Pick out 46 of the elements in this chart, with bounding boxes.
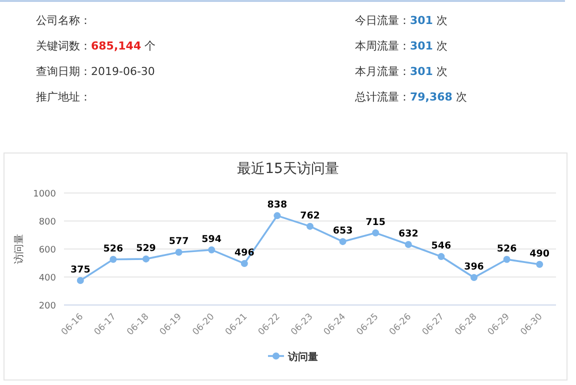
text: 关键词数：685,144 个 <box>36 40 156 52</box>
point <box>339 238 346 246</box>
data-label: 526 <box>496 243 518 254</box>
y-tick-label: 800 <box>38 218 56 228</box>
point <box>76 277 84 284</box>
y-tick-label: 600 <box>38 246 56 256</box>
data-label: 632 <box>398 228 418 240</box>
data-label: 653 <box>332 226 353 237</box>
data-label: 762 <box>300 210 320 222</box>
data-label: 594 <box>202 234 222 245</box>
point <box>438 253 445 260</box>
data-label: 526 <box>103 243 124 254</box>
data-label: 715 <box>366 216 386 228</box>
y-axis-title: 访问量 <box>13 234 25 264</box>
text: 查询日期：2019-06-30 <box>36 65 155 78</box>
y-tick-label: 1000 <box>33 190 56 200</box>
data-label: 529 <box>136 242 156 254</box>
point <box>306 222 314 230</box>
text: 本周流量：301 次 <box>355 40 448 52</box>
text: 今日流量：301 次 <box>355 14 448 27</box>
data-label: 490 <box>530 248 550 260</box>
y-tick-label: 200 <box>38 302 56 312</box>
point <box>470 274 478 282</box>
data-label: 546 <box>431 240 452 252</box>
point <box>142 255 150 262</box>
text: 总计流量：79,368 次 <box>354 90 467 104</box>
text: 公司名称： <box>36 14 91 27</box>
data-label: 577 <box>168 236 189 248</box>
text: 推广地址： <box>36 90 91 104</box>
point <box>503 256 510 263</box>
legend-label: 访问量 <box>287 351 318 363</box>
data-label: 838 <box>267 200 288 211</box>
point <box>240 260 248 268</box>
point <box>536 260 544 268</box>
data-label: 496 <box>234 248 255 259</box>
text: 本月流量：301 次 <box>355 65 448 78</box>
y-tick-label: 400 <box>38 274 56 284</box>
point <box>404 241 412 248</box>
chart-title: 最近15天访问量 <box>237 161 339 177</box>
point <box>274 212 281 220</box>
data-label: 396 <box>464 262 484 273</box>
data-label: 375 <box>70 264 90 276</box>
point <box>372 229 380 236</box>
point <box>110 256 117 263</box>
point <box>175 248 182 256</box>
point <box>208 246 216 254</box>
